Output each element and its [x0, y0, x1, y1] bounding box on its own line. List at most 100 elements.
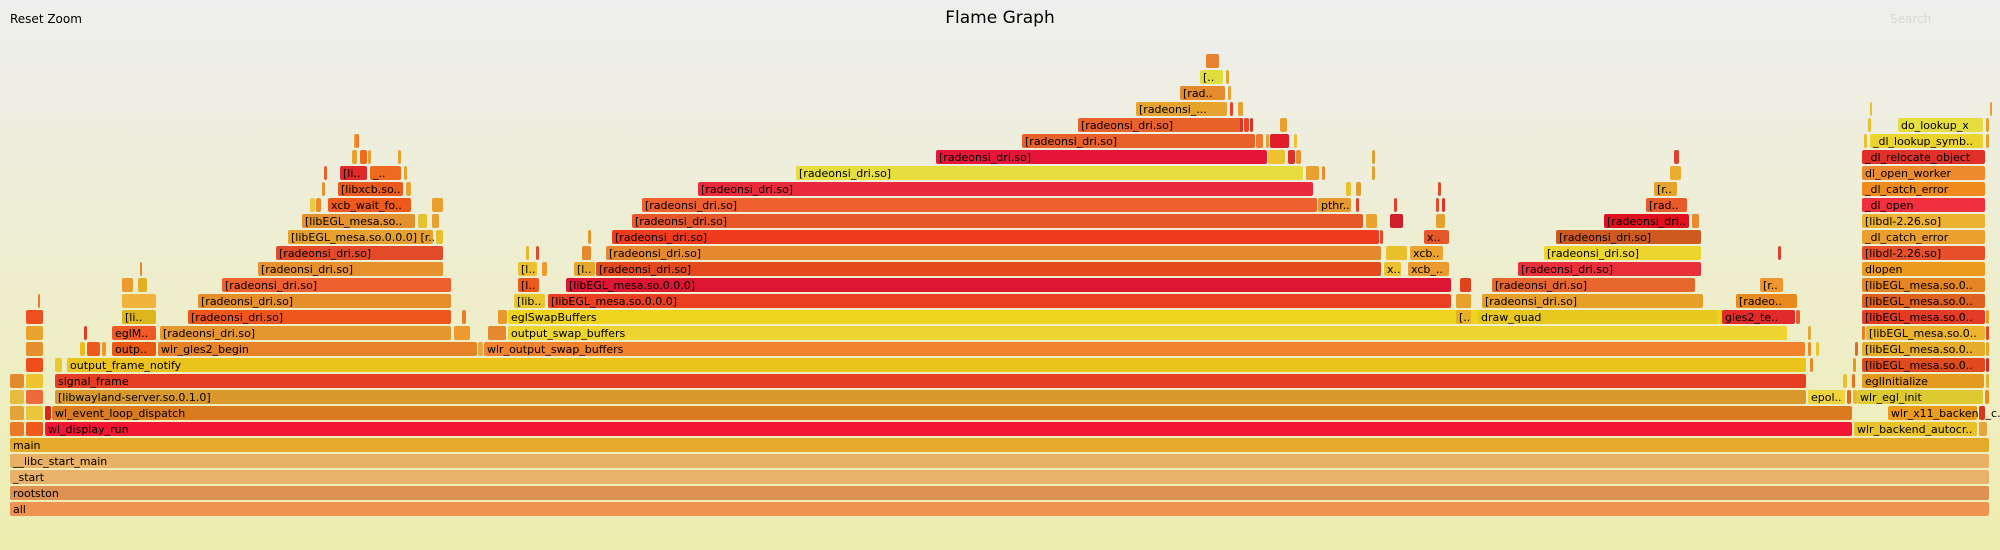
flame-frame-rect[interactable] [1986, 358, 1989, 372]
flame-frame[interactable] [310, 198, 315, 212]
flame-frame-rect[interactable] [1862, 150, 1985, 164]
flame-frame[interactable] [1862, 326, 1865, 340]
flame-frame-rect[interactable] [38, 294, 40, 308]
flame-frame-rect[interactable] [10, 454, 1989, 468]
flame-frame[interactable] [1294, 134, 1297, 148]
flame-frame[interactable] [1778, 246, 1781, 260]
flame-frame-rect[interactable] [1736, 294, 1797, 308]
flame-frame[interactable]: [libEGL_mesa.so.0.. [1862, 342, 1985, 356]
flame-frame[interactable]: [radeonsi_dri.so] [596, 262, 1381, 276]
flame-frame-rect[interactable] [1356, 182, 1361, 196]
flame-frame-rect[interactable] [1366, 214, 1377, 228]
flame-frame-rect[interactable] [122, 278, 133, 292]
flame-frame-rect[interactable] [10, 374, 24, 388]
flame-frame-rect[interactable] [642, 198, 1317, 212]
flame-frame[interactable]: __libc_start_main [10, 454, 1989, 468]
flame-frame[interactable] [87, 342, 100, 356]
flame-frame[interactable] [1855, 342, 1858, 356]
flame-frame[interactable] [582, 246, 591, 260]
flame-frame[interactable]: wlr_x11_backend_c.. [1888, 406, 2000, 420]
flame-frame[interactable] [1986, 358, 1989, 372]
flame-frame-rect[interactable] [612, 230, 1379, 244]
flame-frame-rect[interactable] [1394, 198, 1397, 212]
flame-frame-rect[interactable] [1692, 214, 1699, 228]
flame-frame-rect[interactable] [356, 134, 359, 148]
flame-frame[interactable] [1256, 134, 1263, 148]
flame-frame-rect[interactable] [1442, 198, 1445, 212]
flame-frame-rect[interactable] [1380, 230, 1383, 244]
flame-frame[interactable]: _dl_relocate_object [1862, 150, 1985, 164]
flame-frame[interactable] [1394, 198, 1397, 212]
flame-frame-rect[interactable] [352, 150, 357, 164]
flame-frame[interactable] [1986, 374, 1989, 388]
flame-frame-rect[interactable] [26, 422, 43, 436]
flame-frame[interactable] [26, 390, 43, 404]
flame-frame-rect[interactable] [288, 230, 433, 244]
flame-frame[interactable]: output_swap_buffers [508, 326, 1787, 340]
flame-frame[interactable]: [libdl-2.26.so] [1862, 246, 1985, 260]
flame-frame[interactable]: [radeonsi_dri.so] [642, 198, 1317, 212]
flame-frame[interactable] [1456, 294, 1471, 308]
flame-frame-rect[interactable] [10, 486, 1989, 500]
flame-frame[interactable]: [libEGL_mesa.so.0.0.0] [r.. [288, 230, 435, 244]
flame-frame[interactable] [10, 406, 24, 420]
flame-frame-rect[interactable] [10, 438, 1989, 452]
flame-frame[interactable] [1346, 182, 1351, 196]
flame-frame-rect[interactable] [112, 326, 156, 340]
flame-frame-rect[interactable] [514, 294, 545, 308]
flame-frame[interactable] [1985, 390, 1989, 404]
flame-frame-rect[interactable] [1857, 390, 1983, 404]
flame-frame[interactable] [1238, 102, 1243, 116]
flame-frame-rect[interactable] [324, 166, 327, 180]
flame-frame-rect[interactable] [1847, 390, 1851, 404]
flame-frame[interactable] [1296, 150, 1301, 164]
flame-frame-rect[interactable] [398, 150, 401, 164]
flame-frame[interactable] [1380, 230, 1383, 244]
flame-frame[interactable] [10, 374, 24, 388]
flame-frame[interactable] [122, 294, 156, 308]
flame-frame-rect[interactable] [432, 198, 443, 212]
reset-zoom-button[interactable]: Reset Zoom [10, 12, 82, 26]
flame-frame-rect[interactable] [26, 390, 43, 404]
flame-frame[interactable]: [libEGL_mesa.so.0.. [1862, 310, 1985, 324]
flame-frame[interactable] [26, 422, 43, 436]
flame-frame[interactable]: [radeonsi_dri.so] [1556, 230, 1701, 244]
flame-frame[interactable]: [l.. [518, 262, 537, 276]
flame-frame-rect[interactable] [432, 214, 439, 228]
flame-frame[interactable]: [r.. [1760, 278, 1783, 292]
flame-frame[interactable]: gles2_te.. [1722, 310, 1795, 324]
flame-frame-rect[interactable] [55, 390, 1806, 404]
flame-frame-rect[interactable] [302, 214, 415, 228]
flame-frame-rect[interactable] [1478, 310, 1717, 324]
flame-frame-rect[interactable] [1266, 134, 1269, 148]
flame-frame[interactable]: main [10, 438, 1989, 452]
flame-frame-rect[interactable] [796, 166, 1303, 180]
flame-frame-rect[interactable] [1868, 118, 1871, 132]
flame-frame-rect[interactable] [606, 246, 1381, 260]
flame-frame[interactable] [1808, 342, 1811, 356]
flame-frame[interactable]: wlr_backend_autocr.. [1854, 422, 1977, 436]
flame-frame-rect[interactable] [1386, 246, 1407, 260]
flame-frame-rect[interactable] [87, 342, 100, 356]
flame-frame-rect[interactable] [1410, 246, 1443, 260]
flame-frame[interactable] [368, 150, 371, 164]
flame-frame[interactable] [26, 358, 43, 372]
flame-frame-rect[interactable] [1288, 150, 1295, 164]
flame-frame[interactable] [588, 230, 591, 244]
flame-frame[interactable] [488, 326, 506, 340]
flame-frame[interactable]: x.. [1424, 230, 1449, 244]
flame-frame[interactable] [38, 294, 40, 308]
flame-frame[interactable] [360, 150, 367, 164]
flame-frame-rect[interactable] [1544, 246, 1701, 260]
flame-frame-rect[interactable] [1280, 118, 1287, 132]
flame-frame-rect[interactable] [188, 310, 451, 324]
flame-frame[interactable]: [rad.. [1180, 86, 1225, 100]
flame-frame[interactable] [1356, 198, 1359, 212]
flame-frame-rect[interactable] [1438, 182, 1441, 196]
flame-frame[interactable] [1436, 214, 1445, 228]
flame-frame[interactable] [1244, 118, 1249, 132]
flame-frame-rect[interactable] [26, 358, 43, 372]
flame-frame[interactable]: [radeonsi_dri.so] [1482, 294, 1703, 308]
flame-frame-rect[interactable] [80, 342, 85, 356]
flame-frame-rect[interactable] [1492, 278, 1695, 292]
